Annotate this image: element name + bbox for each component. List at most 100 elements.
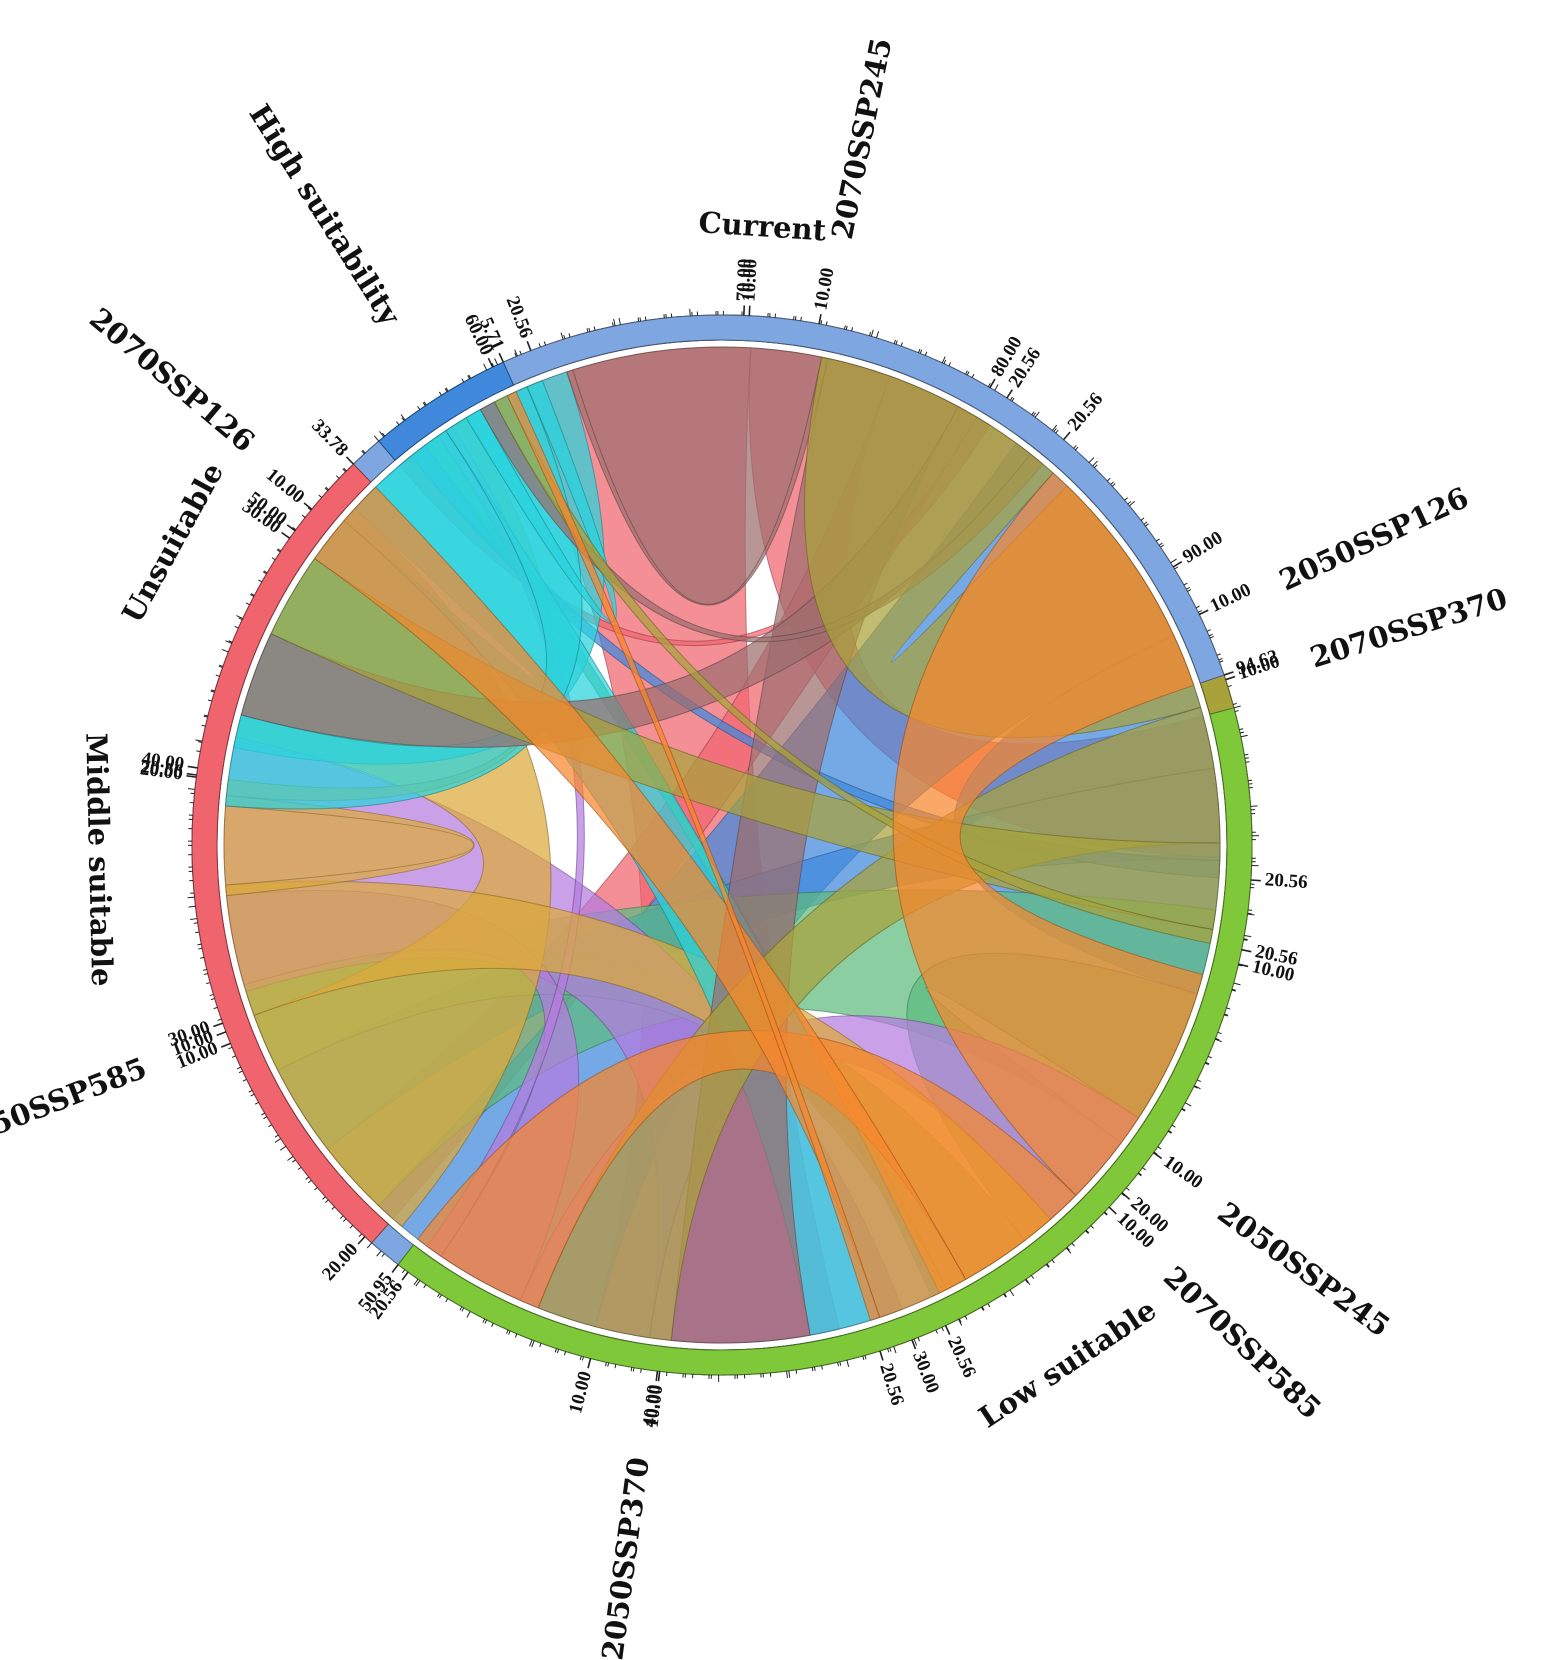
tick-mark-unsuitable <box>514 1333 518 1338</box>
tick-mark-2070ssp585 <box>1009 1289 1015 1297</box>
tick-mark-low-suitable <box>887 1348 890 1353</box>
tick-mark-low-suitable <box>1224 1013 1229 1016</box>
tick-mark-2050ssp370 <box>531 1340 535 1348</box>
tick-mark-2050ssp245 <box>1214 1038 1222 1043</box>
tick-mark-middle-suitable <box>314 1187 318 1191</box>
tick-mark-major-unsuitable <box>286 524 296 532</box>
tick-mark-2070ssp585 <box>1226 1007 1231 1010</box>
tick-mark-unsuitable <box>361 450 365 455</box>
tick-mark-middle-suitable <box>301 514 306 518</box>
tick-mark-2070ssp370 <box>1170 558 1177 564</box>
tick-mark-major-unsuitable <box>487 357 494 368</box>
sector-label-2070ssp245: 2070SSP245 <box>825 35 899 242</box>
tick-mark-middle-suitable <box>279 1145 287 1151</box>
tick-mark-unsuitable <box>1053 428 1057 433</box>
tick-mark-high-suitability <box>373 435 380 442</box>
tick-mark-2050ssp245 <box>1238 964 1243 967</box>
tick-mark-2070ssp126 <box>236 615 244 620</box>
tick-label-unsuitable: 70.00 <box>733 258 756 302</box>
tick-mark-low-suitable <box>837 1362 839 1367</box>
tick-mark-2050ssp370 <box>438 1294 442 1299</box>
ribbon-2070ssp370-to-high-suitability <box>493 395 1214 944</box>
tick-mark-unsuitable <box>250 1093 255 1097</box>
tick-mark-middle-suitable <box>366 1242 373 1249</box>
tick-mark-2070ssp585 <box>1157 1146 1162 1150</box>
tick-mark-current <box>644 316 647 321</box>
tick-mark-2050ssp245 <box>1223 1014 1229 1017</box>
tick-mark-major-unsuitable <box>1172 561 1183 568</box>
tick-label-2070ssp585: 20.56 <box>875 1361 908 1408</box>
tick-mark-unsuitable <box>274 1138 282 1143</box>
tick-mark-current <box>994 384 999 391</box>
tick-mark-unsuitable <box>820 320 823 325</box>
tick-mark-unsuitable <box>966 371 970 376</box>
tick-mark-major-2070ssp370 <box>1225 675 1236 681</box>
tick-mark-2050ssp585 <box>322 1196 326 1200</box>
tick-mark-2050ssp245 <box>1193 1085 1198 1089</box>
tick-mark-unsuitable <box>1208 633 1213 637</box>
tick-mark-unsuitable <box>250 594 255 597</box>
tick-mark-major-2070ssp126 <box>303 502 313 510</box>
tick-mark-low-suitable <box>1247 912 1252 915</box>
tick-mark-major-low-suitable <box>911 1339 917 1350</box>
tick-mark-unsuitable <box>401 417 405 422</box>
tick-mark-2070ssp245 <box>1031 411 1035 416</box>
tick-mark-2050ssp245 <box>1247 913 1255 916</box>
tick-mark-current <box>568 333 571 338</box>
tick-mark-2050ssp126 <box>1209 636 1214 639</box>
tick-mark-2050ssp126 <box>1093 464 1098 469</box>
tick-mark-low-suitable <box>506 1329 509 1334</box>
tick-mark-major-middle-suitable <box>281 531 291 539</box>
tick-mark-unsuitable <box>1092 460 1098 467</box>
tick-label-2050ssp370: 10.00 <box>641 1384 667 1429</box>
tick-label-2050ssp245: 10.00 <box>1160 1151 1207 1193</box>
tick-mark-unsuitable <box>228 1046 233 1050</box>
tick-mark-high-suitability <box>438 391 442 396</box>
tick-mark-2050ssp245 <box>958 1319 963 1326</box>
sector-label-low-suitable: Low suitable <box>973 1292 1163 1434</box>
tick-mark-low-suitable <box>1231 988 1236 991</box>
tick-mark-middle-suitable <box>200 956 205 959</box>
tick-mark-unsuitable <box>276 549 281 553</box>
tick-label-2050ssp245: 20.56 <box>943 1333 980 1381</box>
tick-mark-unsuitable <box>198 741 203 743</box>
tick-mark-2070ssp370 <box>1156 538 1160 542</box>
tick-mark-2050ssp585 <box>305 1176 310 1180</box>
tick-mark-unsuitable <box>292 1159 296 1163</box>
tick-mark-2050ssp126 <box>1145 523 1149 527</box>
tick-mark-2070ssp370 <box>1244 753 1249 756</box>
tick-mark-major-low-suitable <box>391 1264 399 1273</box>
tick-mark-2070ssp370 <box>1206 629 1211 632</box>
tick-mark-unsuitable <box>466 1311 471 1318</box>
tick-mark-major-2050ssp245 <box>1153 1152 1163 1160</box>
tick-mark-unsuitable <box>467 375 471 380</box>
tick-mark-middle-suitable <box>207 699 213 702</box>
tick-mark-2050ssp126 <box>1075 446 1079 451</box>
tick-mark-2070ssp585 <box>1090 1225 1095 1229</box>
tick-mark-unsuitable <box>1032 412 1036 417</box>
tick-mark-current <box>900 342 903 347</box>
tick-mark-2070ssp126 <box>491 362 495 367</box>
tick-mark-2050ssp370 <box>632 1367 635 1372</box>
tick-mark-unsuitable <box>795 1369 798 1374</box>
tick-mark-major-high-suitability <box>498 352 505 363</box>
tick-mark-major-unsuitable <box>1223 671 1234 676</box>
tick-mark-low-suitable <box>1243 938 1248 941</box>
tick-mark-low-suitable <box>459 1306 463 1311</box>
tick-mark-middle-suitable <box>221 648 229 653</box>
tick-mark-major-low-suitable <box>1121 1192 1131 1200</box>
tick-mark-2050ssp585 <box>202 968 207 971</box>
tick-mark-low-suitable <box>1205 1061 1210 1065</box>
tick-mark-low-suitable <box>413 1278 419 1286</box>
tick-mark-major-unsuitable <box>357 1236 366 1245</box>
tick-mark-unsuitable <box>870 329 874 337</box>
tick-mark-middle-suitable <box>234 626 239 629</box>
tick-mark-low-suitable <box>1138 1172 1142 1176</box>
tick-mark-major-low-suitable <box>655 1370 659 1382</box>
tick-mark-2050ssp245 <box>1231 989 1236 992</box>
tick-mark-2050ssp585 <box>287 1155 294 1161</box>
tick-mark-middle-suitable <box>242 1078 247 1082</box>
sector-middle-suitable <box>191 463 390 1244</box>
tick-label-unsuitable: 20.00 <box>318 1239 362 1285</box>
tick-mark-2070ssp126 <box>423 401 427 406</box>
